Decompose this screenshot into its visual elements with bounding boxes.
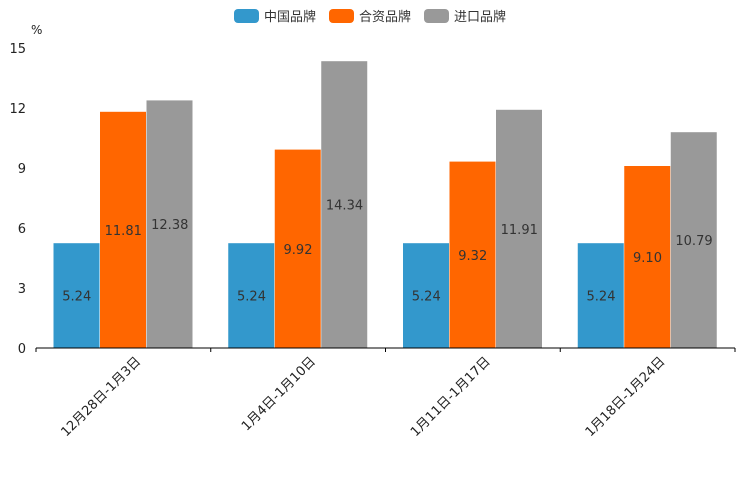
data-label: 9.32 <box>458 249 487 264</box>
bar-1 <box>228 243 275 348</box>
data-label: 5.24 <box>62 290 91 305</box>
data-label: 14.34 <box>326 199 363 214</box>
data-label: 11.81 <box>105 224 142 239</box>
x-category-label: 12月28日-1月3日 <box>58 354 144 440</box>
data-label: 12.38 <box>151 218 188 233</box>
data-label: 5.24 <box>412 290 441 305</box>
legend: 中国品牌 合资品牌 进口品牌 <box>234 9 506 25</box>
legend-swatch <box>424 9 449 23</box>
legend-swatch <box>329 9 354 23</box>
y-tick-label: 9 <box>18 162 26 177</box>
data-label: 9.10 <box>633 251 662 266</box>
legend-swatch <box>234 9 259 23</box>
x-category-label: 1月18日-1月24日 <box>583 354 669 440</box>
bar-2 <box>449 161 496 348</box>
bar-3 <box>146 100 193 349</box>
y-axis: 0 3 6 9 12 15 <box>9 42 26 357</box>
data-label: 10.79 <box>675 234 712 249</box>
bar-1 <box>403 243 449 348</box>
x-category-label: 1月11日-1月17日 <box>408 354 494 440</box>
legend-label: 中国品牌 <box>264 9 316 25</box>
bar-1 <box>577 243 624 348</box>
y-axis-unit: % <box>31 23 42 37</box>
y-tick-label: 6 <box>18 222 26 237</box>
y-tick-label: 12 <box>9 102 26 117</box>
bar-3 <box>670 132 717 348</box>
data-label: 5.24 <box>237 290 266 305</box>
y-tick-label: 15 <box>9 42 26 57</box>
bar-3 <box>496 109 542 348</box>
y-tick-label: 3 <box>18 282 26 297</box>
bar-2 <box>624 166 671 348</box>
data-label: 5.24 <box>587 290 616 305</box>
data-label: 11.91 <box>501 223 538 238</box>
data-label: 9.92 <box>284 243 313 258</box>
legend-label: 进口品牌 <box>454 9 506 25</box>
legend-label: 合资品牌 <box>359 9 411 25</box>
y-tick-label: 0 <box>18 342 26 357</box>
bar-2 <box>274 149 321 348</box>
x-axis: 12月28日-1月3日 1月4日-1月10日 1月11日-1月17日 1月18日-1月… <box>35 347 736 440</box>
bar-1 <box>53 243 100 348</box>
bars: 5.24 11.81 12.38 5.24 9.92 14.34 5.24 9.32 11.91… <box>53 61 717 349</box>
bar-2 <box>100 111 146 348</box>
x-category-label: 1月4日-1月10日 <box>239 354 319 434</box>
bar-3 <box>321 61 368 348</box>
